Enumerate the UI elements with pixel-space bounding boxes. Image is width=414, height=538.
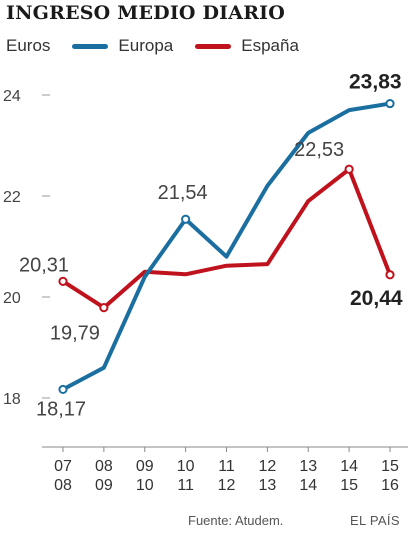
legend-label-europa: Europa: [118, 36, 174, 55]
x-tick-label: 15: [381, 458, 399, 475]
data-point-marker: [181, 214, 191, 224]
data-point-marker: [385, 98, 395, 109]
data-label: 22,53: [294, 139, 344, 161]
x-tick-label: 11: [177, 477, 194, 494]
data-label: 19,79: [50, 323, 100, 345]
y-tick-label: 20: [3, 290, 21, 307]
x-tick-label: 12: [258, 458, 276, 475]
data-label: 20,44: [350, 287, 403, 310]
data-label: 21,54: [158, 182, 208, 204]
data-point-marker: [99, 303, 109, 313]
legend: Euros Europa España: [6, 34, 321, 58]
y-tick-label: 24: [3, 88, 21, 105]
data-label: 23,83: [349, 71, 402, 94]
y-tick-label: 18: [3, 391, 21, 408]
data-point-marker: [58, 384, 68, 395]
x-tick-label: 14: [299, 477, 317, 494]
data-point-marker: [344, 164, 354, 174]
x-tick-label: 14: [340, 458, 358, 475]
series-line-europa: [61, 101, 392, 392]
legend-swatch-espana: [195, 43, 232, 49]
x-tick-label: 15: [340, 477, 358, 494]
y-tick-label: 22: [3, 189, 21, 206]
x-tick-label: 10: [136, 477, 154, 494]
x-tick-label: 09: [136, 458, 154, 475]
x-tick-label: 10: [177, 458, 195, 475]
x-tick-label: 12: [218, 477, 236, 494]
x-tick-label: 07: [54, 458, 72, 475]
x-tick-label: 13: [258, 477, 276, 494]
data-point-marker: [58, 276, 68, 286]
x-tick-label: 08: [54, 477, 72, 494]
source-note: Fuente: Atudem.: [188, 513, 284, 528]
legend-entry-espana: España: [195, 36, 299, 56]
x-tick-label: 11: [218, 458, 235, 475]
chart-title: INGRESO MEDIO DIARIO: [6, 2, 286, 24]
unit-label: Euros: [6, 36, 51, 55]
brand-logo: EL PAÍS: [350, 513, 400, 528]
legend-label-espana: España: [241, 36, 299, 55]
x-tick-label: 09: [95, 477, 113, 494]
legend-entry-europa: Europa: [72, 36, 173, 56]
footer: Fuente: Atudem. EL PAÍS: [0, 513, 414, 533]
data-point-marker: [385, 270, 395, 280]
data-label: 18,17: [36, 398, 86, 420]
x-tick-label: 16: [381, 477, 399, 494]
x-tick-label: 08: [95, 458, 113, 475]
data-label: 20,31: [19, 254, 69, 276]
series-line-espana: [61, 167, 392, 310]
x-tick-label: 13: [299, 458, 317, 475]
legend-swatch-europa: [72, 43, 109, 49]
